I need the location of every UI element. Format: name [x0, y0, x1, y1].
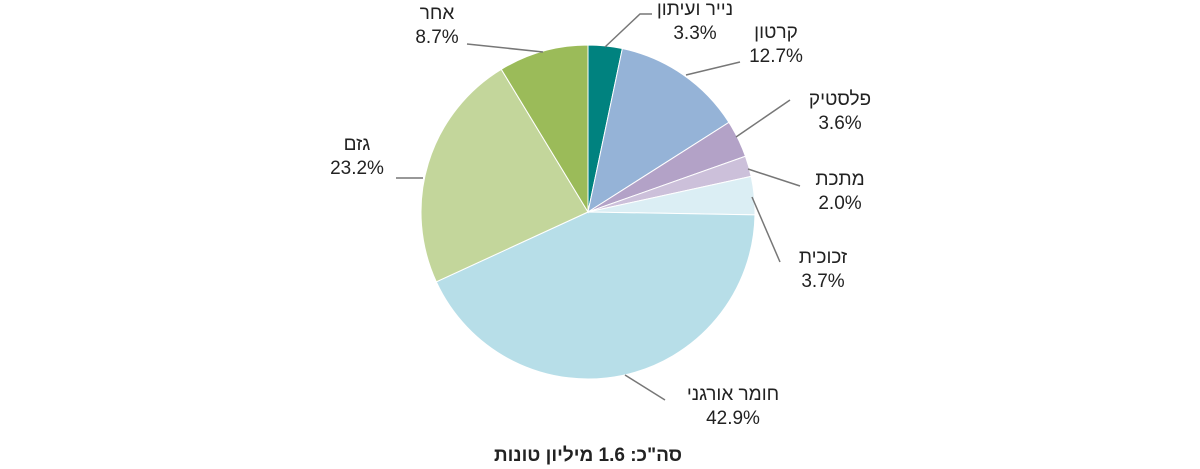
slice-label: פלסטיק: [809, 89, 871, 110]
leader-line: [466, 43, 544, 53]
slice-label: קרטון: [754, 22, 798, 43]
slice-value-label: 42.9%: [706, 408, 760, 429]
chart-title: סה"כ: 1.6 מיליון טונות: [494, 445, 682, 466]
pie-slice: [435, 211, 756, 380]
slice-value-label: 3.3%: [673, 23, 716, 44]
leader-line: [624, 374, 666, 401]
pie-slice: [587, 47, 730, 214]
slice-label: חומר אורגני: [687, 384, 779, 405]
slice-value-label: 8.7%: [415, 27, 458, 48]
slice-value-label: 3.6%: [818, 113, 861, 134]
slice-label: זכוכית: [799, 247, 847, 268]
leader-line: [735, 99, 791, 138]
slice-label: נייר ועיתון: [657, 0, 733, 20]
slice-value-label: 23.2%: [330, 158, 384, 179]
leader-line: [604, 13, 652, 48]
pie-slice: [420, 68, 589, 283]
slice-value-label: 3.7%: [801, 271, 844, 292]
slice-value-label: 12.7%: [749, 46, 803, 67]
slice-label: גזם: [344, 134, 371, 155]
leader-line: [747, 168, 801, 187]
leader-line: [751, 196, 781, 263]
slice-label: אחר: [420, 3, 455, 24]
slice-value-label: 2.0%: [818, 193, 861, 214]
slice-label: מתכת: [815, 169, 864, 190]
leader-line: [685, 61, 741, 76]
